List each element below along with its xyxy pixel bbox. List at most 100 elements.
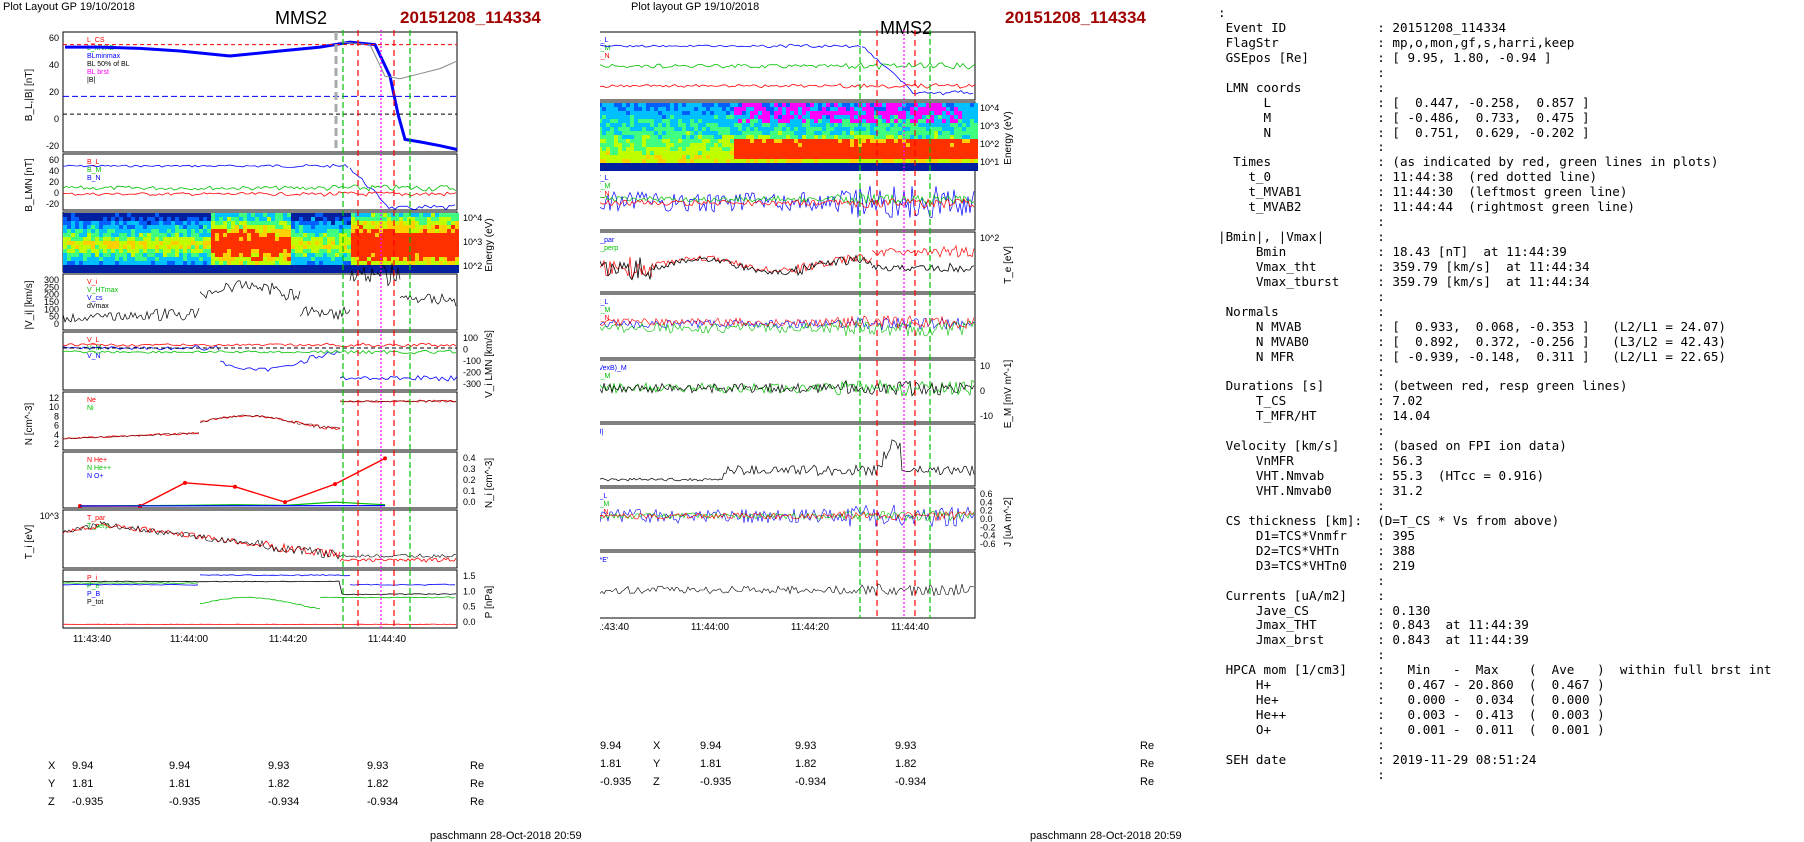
left-time-label-1: 11:44:00 [170,634,209,645]
mid-coord-label-x: X [653,740,660,752]
mid-Jmag-line [600,440,974,481]
mid-panel-ylabel-3: T_e [eV] [1003,246,1014,284]
left-legend-3-1: V_HTmax [87,287,119,294]
mid-legend-0-2: B_N [600,53,610,60]
info-line: : [1218,290,1802,305]
left-coord-y-0: 1.81 [72,778,93,790]
left-panel-frame-8 [63,570,457,628]
info-line: CS thickness [km]: (D=T_CS * Vs from abo… [1218,514,1802,529]
left-panel-ylabel-6: N_i [cm^-3] [484,458,495,508]
left-VM-line [63,350,456,354]
left-legend-4-2: V_N [87,353,101,360]
mid-EM-line [600,320,974,336]
left-ytick-0-2: 20 [49,87,59,97]
info-line: M : [ -0.486, 0.733, 0.475 ] [1218,111,1802,126]
left-coord-z-2: -0.934 [268,796,299,808]
mid-JE-line [600,584,974,596]
left-Pb-line [63,583,455,609]
left-panel-ylabel-0: B_L,|B| [nT] [24,69,35,122]
left-panel-frame-6 [63,452,457,508]
mid-coord-unit-0: Re [1140,740,1154,752]
left-coord-z-0: -0.935 [72,796,103,808]
left-coord-y-3: 1.82 [367,778,388,790]
left-He2-point [233,485,237,489]
left-panel-ylabel-5: N [cm^-3] [24,403,35,446]
mid-coord-x-0: 9.94 [600,740,621,752]
info-line: He+ : 0.000 - 0.034 ( 0.000 ) [1218,693,1802,708]
left-panel-frame-7 [63,510,457,568]
left-panel-ylabel-3: |V_i| [km/s] [24,280,35,329]
info-line: N MVAB0 : [ 0.892, 0.372, -0.256 ] (L3/L… [1218,335,1802,350]
mid-ytick-1-0: 10^4 [980,103,999,113]
mid-coord-unit-2: Re [1140,776,1154,788]
info-line: O+ : 0.001 - 0.011 ( 0.001 ) [1218,723,1802,738]
left-ytick-4-1: 0 [463,345,468,355]
info-line: : [1218,66,1802,81]
coord-label-y: Y [48,778,55,790]
left-legend-8-2: P_B [87,591,101,598]
mid-legend-4-1: E_M [600,307,611,314]
left-ytick-1-2: 20 [49,177,59,187]
left-ytick-0-3: 0 [54,114,59,124]
mid-coord-x-3: 9.93 [895,740,916,752]
info-line: Durations [s] : (between red, resp green… [1218,379,1802,394]
info-line: He++ : 0.003 - 0.413 ( 0.003 ) [1218,708,1802,723]
mid-coord-y-0: 1.81 [600,758,621,770]
left-ytick-1-0: 60 [49,155,59,165]
left-ytick-1-1: 40 [49,166,59,176]
mid-coord-unit-1: Re [1140,758,1154,770]
info-line: D3=TCS*VHTn0 : 219 [1218,559,1802,574]
left-He2-point [183,481,187,485]
left-ytick-8-0: 1.5 [463,571,476,581]
info-line: Times : (as indicated by red, green line… [1218,155,1802,170]
left-BN-line [63,192,456,197]
left-legend-0-5: |B| [87,77,95,84]
info-line: H+ : 0.467 - 20.860 ( 0.467 ) [1218,678,1802,693]
left-ytick-8-3: 0.0 [463,617,476,627]
mid-legend-0-0: B_L [600,37,609,44]
left-legend-7-0: T_par [87,515,106,522]
left-panel-ylabel-4: V_i LMN [km/s] [484,330,495,398]
left-coord-z-3: -0.934 [367,796,398,808]
mid-EN-line [600,316,974,329]
left-coord-x-1: 9.94 [169,760,190,772]
left-legend-4-0: V_L [87,337,100,344]
left-He2-point [383,456,387,460]
info-line: HPCA mom [1/cm3] : Min - Max ( Ave ) wit… [1218,663,1802,678]
info-line: Bmin : 18.43 [nT] at 11:44:39 [1218,245,1802,260]
info-line: N MVAB : [ 0.933, 0.068, -0.353 ] (L2/L1… [1218,320,1802,335]
mid-legend-7-0: J_L [600,493,607,500]
left-He2-point [283,500,287,504]
left-ytick-6-2: 0.2 [463,475,476,485]
info-line: GSEpos [Re] : [ 9.95, 1.80, -0.94 ] [1218,51,1802,66]
left-coord-y-2: 1.82 [268,778,289,790]
info-line: t_MVAB1 : 11:44:30 (leftmost green line) [1218,185,1802,200]
info-line: : [1218,648,1802,663]
mid-legend-3-1: T_perp [600,245,618,252]
mid-legend-4-2: E_N [600,315,610,322]
mid-time-label-2: 11:44:20 [791,622,830,633]
left-Tperp-line [63,521,456,559]
left-time-label-0: 11:43:40 [73,634,112,645]
mid-legend-4-0: E_L [600,299,609,306]
mid-panel-frame-3 [600,232,975,292]
left-coord-z-1: -0.935 [169,796,200,808]
middle-event-id: 20151208_114334 [1005,8,1146,28]
mid-ytick-3-0: 10^2 [980,233,999,243]
mid-coord-z-0: -0.935 [600,776,631,788]
info-line: Normals : [1218,305,1802,320]
mid-ytick-1-1: 10^3 [980,121,999,131]
info-line: Jmax_THT : 0.843 at 11:44:39 [1218,618,1802,633]
left-ytick-2-1: 10^3 [463,237,482,247]
mid-EM2-line [600,380,974,396]
left-coord-unit-0: Re [470,760,484,772]
left-VL-line [63,346,457,382]
mid-panel-frame-6 [600,424,975,486]
left-coord-unit-1: Re [470,778,484,790]
mid-coord-y-3: 1.82 [895,758,916,770]
info-line: : [1218,215,1802,230]
mid-VexB-line [600,381,974,396]
info-line: LMN coords : [1218,81,1802,96]
info-line: VHT.Nmvab0 : 31.2 [1218,484,1802,499]
left-panel-stack: B_L,|B| [nT]6040200-20L_CSL_MVABBLminmax… [0,30,600,730]
